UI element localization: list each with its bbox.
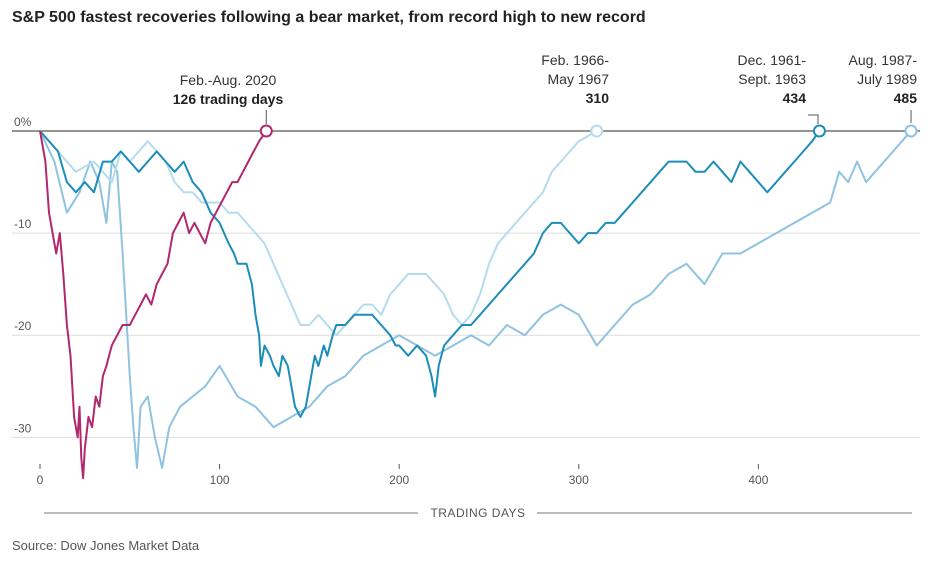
end-marker-aug-1987-july-1989: [904, 124, 918, 138]
annotations: Aug. 1987- July 1989 485 Feb. 1966- May 1967…: [173, 52, 918, 124]
x-tick-label: 100: [210, 473, 230, 487]
y-tick-label: -20: [14, 319, 32, 333]
gridlines: [12, 130, 920, 438]
x-axis-title: TRADING DAYS: [430, 506, 525, 520]
annotation-feb-1966-may-1967: Feb. 1966- May 1967 310: [541, 52, 609, 106]
x-tick-label: 200: [389, 473, 409, 487]
annotation-leader: [808, 114, 819, 124]
annotation-days: 485: [894, 90, 918, 106]
annotation-period: Dec. 1961-: [738, 52, 807, 68]
annotation-period: July 1989: [857, 71, 917, 87]
annotation-days: 434: [783, 90, 807, 106]
annotation-feb-aug-2020: Feb.-Aug. 2020 126 trading days: [173, 72, 284, 124]
x-tick-label: 0: [37, 473, 44, 487]
x-axis-ticks: 0 100 200 300 400: [37, 464, 769, 487]
y-tick-label: 0%: [14, 115, 32, 129]
annotation-days: 310: [586, 90, 610, 106]
end-marker-dec-1961-sept-1963: [812, 124, 826, 138]
y-tick-label: -30: [14, 421, 32, 435]
y-axis-ticks: 0% -10 -20 -30: [14, 115, 32, 435]
series-line-aug-1987-july-1989: [39, 130, 912, 469]
source-note: Source: Dow Jones Market Data: [12, 538, 200, 553]
annotation-period: Feb. 1966-: [541, 52, 609, 68]
annotation-period: Feb.-Aug. 2020: [180, 72, 277, 88]
annotation-period: Aug. 1987-: [849, 52, 918, 68]
x-tick-label: 300: [569, 473, 589, 487]
end-marker-feb-1966-may-1967: [590, 124, 604, 138]
annotation-period: Sept. 1963: [738, 71, 806, 87]
end-markers: [259, 124, 918, 138]
series-lines: [39, 130, 912, 480]
series-line-feb-aug-2020: [39, 130, 268, 480]
annotation-days: 126 trading days: [173, 91, 284, 107]
y-tick-label: -10: [14, 217, 32, 231]
x-tick-label: 400: [748, 473, 768, 487]
chart-title: S&P 500 fastest recoveries following a b…: [12, 9, 646, 26]
series-line-dec-1961-sept-1963: [39, 130, 821, 418]
annotation-aug-1987-july-1989: Aug. 1987- July 1989 485: [849, 52, 918, 123]
annotation-period: May 1967: [548, 71, 610, 87]
end-marker-feb-aug-2020: [259, 124, 273, 138]
annotation-dec-1961-sept-1963: Dec. 1961- Sept. 1963 434: [738, 52, 819, 124]
